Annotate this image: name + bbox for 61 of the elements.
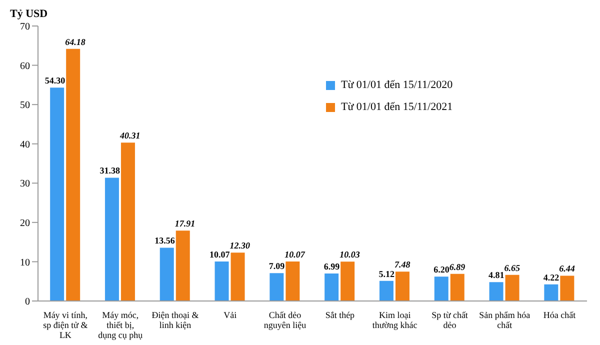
bar bbox=[395, 272, 410, 301]
x-tick-label: Máy vi tính, sp điện tử & LK bbox=[43, 310, 88, 340]
data-label: 7.09 bbox=[268, 261, 286, 272]
data-label: 6.44 bbox=[559, 264, 576, 274]
data-label: 13.56 bbox=[154, 236, 176, 246]
data-label: 6.89 bbox=[449, 262, 466, 272]
data-label: 10.03 bbox=[340, 250, 360, 260]
y-tick-label: 20 bbox=[20, 218, 30, 229]
y-tick-label: 10 bbox=[20, 257, 30, 268]
bar bbox=[560, 276, 574, 301]
legend-label: Từ 01/01 đến 15/11/2021 bbox=[341, 100, 453, 115]
data-label: 10.07 bbox=[210, 249, 230, 260]
legend-label: Từ 01/01 đến 15/11/2020 bbox=[341, 78, 453, 93]
data-label: 54.30 bbox=[44, 76, 66, 86]
bar bbox=[50, 88, 64, 301]
x-tick-label: Sp từ chất dẻo bbox=[432, 310, 468, 330]
x-tick-label: Sản phẩm hóa chất bbox=[479, 310, 530, 330]
x-tick-label: Hóa chất bbox=[543, 310, 576, 320]
data-label: 64.18 bbox=[65, 36, 86, 47]
data-label: 12.30 bbox=[230, 240, 251, 251]
x-tick-label: Sắt thép bbox=[325, 310, 356, 320]
bar bbox=[324, 274, 339, 301]
x-tick-label: Máy móc, thiết bị, dụng cụ phụ bbox=[98, 310, 144, 340]
bar bbox=[66, 48, 80, 301]
x-tick-label: Điện thoại & linh kiện bbox=[152, 310, 199, 330]
bar bbox=[379, 280, 394, 301]
y-tick-label: 40 bbox=[20, 139, 30, 150]
bar bbox=[176, 230, 190, 301]
bar bbox=[489, 282, 504, 301]
bar bbox=[286, 261, 300, 301]
data-label: 6.20 bbox=[434, 264, 450, 275]
data-label: 5.12 bbox=[378, 268, 395, 279]
x-tick-label: Chất dẻo nguyên liệu bbox=[264, 310, 307, 330]
bar bbox=[450, 274, 464, 301]
data-label: 6.99 bbox=[324, 262, 340, 272]
bar bbox=[340, 262, 355, 301]
y-tick-label: 50 bbox=[20, 100, 30, 112]
x-tick-label: Kim loại thường khác bbox=[372, 310, 418, 330]
bar bbox=[434, 276, 448, 301]
y-axis-title: Tỷ USD bbox=[10, 8, 48, 20]
bar bbox=[505, 274, 520, 301]
data-label: 6.65 bbox=[504, 262, 521, 273]
bar bbox=[544, 284, 558, 301]
data-label: 10.07 bbox=[284, 249, 306, 260]
bar bbox=[270, 273, 284, 301]
bar bbox=[120, 142, 135, 301]
y-tick-label: 0 bbox=[25, 296, 30, 308]
y-tick-label: 30 bbox=[20, 178, 30, 190]
bar bbox=[230, 252, 245, 301]
x-tick-label: Vải bbox=[224, 310, 238, 320]
bar bbox=[160, 248, 174, 301]
data-label: 4.22 bbox=[543, 272, 560, 282]
data-label: 40.31 bbox=[118, 130, 140, 141]
data-label: 31.38 bbox=[100, 166, 120, 176]
bar bbox=[214, 261, 229, 301]
data-label: 4.81 bbox=[488, 270, 505, 280]
y-tick-label: 70 bbox=[20, 22, 30, 33]
y-tick-label: 60 bbox=[20, 60, 30, 72]
data-label: 7.48 bbox=[394, 260, 411, 270]
data-label: 17.91 bbox=[174, 218, 196, 229]
bar bbox=[104, 178, 119, 301]
